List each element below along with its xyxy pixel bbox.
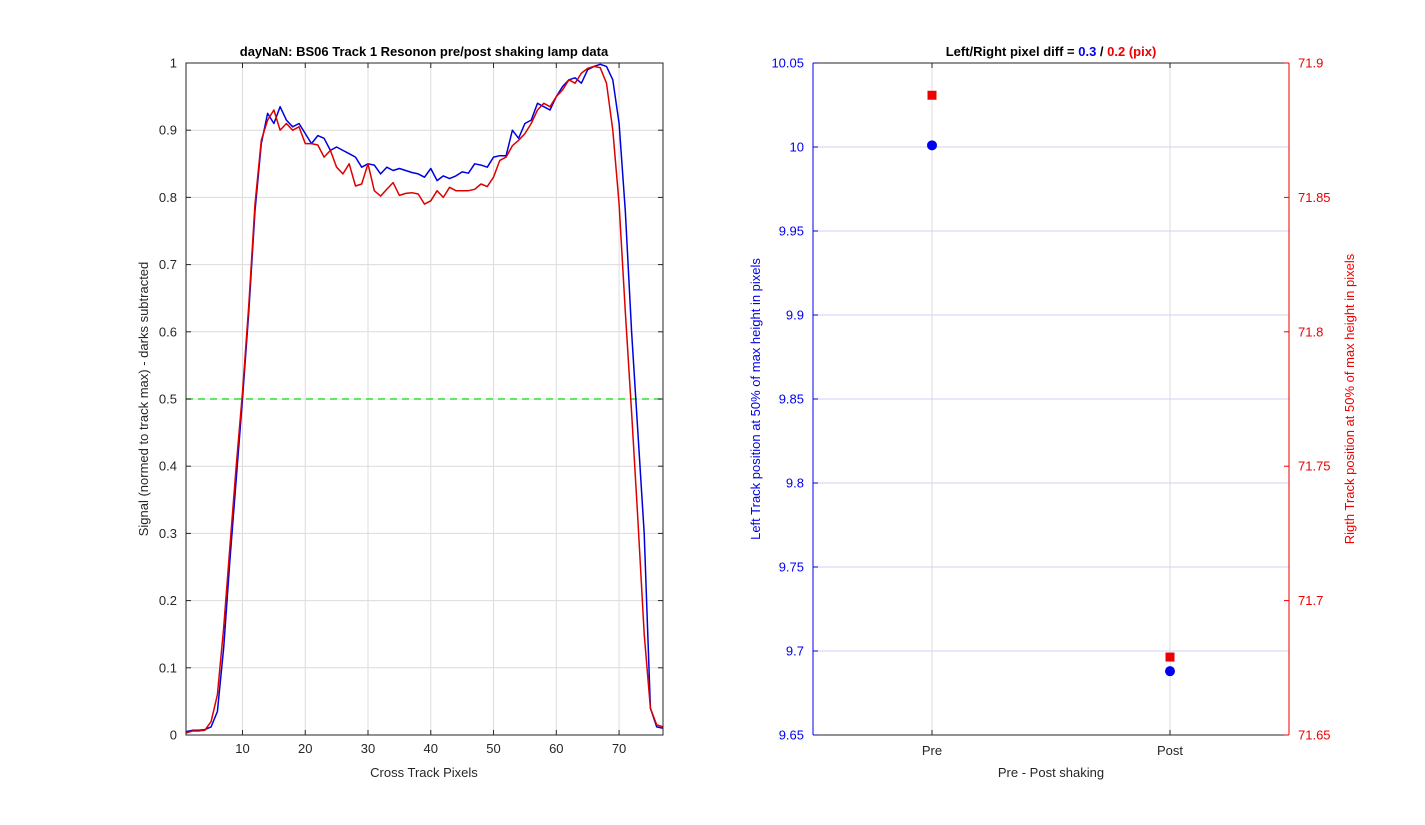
position-left-tick-label: 9.65 bbox=[779, 728, 804, 743]
position-title-separator: / bbox=[1096, 44, 1107, 59]
profile-y-tick-label: 0 bbox=[170, 728, 177, 743]
post-shaking-profile-line bbox=[185, 65, 664, 734]
position-left-y-axis-label: Left Track position at 50% of max height… bbox=[748, 258, 763, 540]
profile-y-tick-label: 0.4 bbox=[159, 459, 177, 474]
position-category-label: Post bbox=[1157, 743, 1183, 758]
position-ticks: Pre Post 9.65 9.7 9.75 9.8 9.85 9.9 9.95 10 10.05 7… bbox=[771, 56, 1330, 759]
position-right-tick-label: 71.7 bbox=[1298, 593, 1323, 608]
position-right-tick-label: 71.9 bbox=[1298, 56, 1323, 71]
profile-x-tick-label: 60 bbox=[549, 741, 563, 756]
profile-series bbox=[185, 63, 664, 734]
profile-x-tick-label: 20 bbox=[298, 741, 312, 756]
right-position-point bbox=[1165, 652, 1175, 662]
position-right-y-axis-label: Rigth Track position at 50% of max heigh… bbox=[1342, 253, 1357, 544]
profile-y-tick-label: 0.9 bbox=[159, 123, 177, 138]
profile-y-tick-label: 0.5 bbox=[159, 392, 177, 407]
profile-title: dayNaN: BS06 Track 1 Resonon pre/post sh… bbox=[240, 44, 609, 59]
position-title-prefix: Left/Right pixel diff = bbox=[946, 44, 1079, 59]
profile-y-tick-label: 1 bbox=[170, 56, 177, 71]
left-position-point bbox=[1165, 666, 1175, 677]
position-left-tick-label: 10.05 bbox=[771, 56, 804, 71]
position-right-tick-label: 71.65 bbox=[1298, 728, 1331, 743]
position-left-tick-label: 9.8 bbox=[786, 476, 804, 491]
profile-x-tick-label: 70 bbox=[612, 741, 626, 756]
left-position-point bbox=[927, 140, 937, 151]
position-points bbox=[927, 90, 1175, 677]
position-left-tick-label: 9.95 bbox=[779, 224, 804, 239]
profile-y-axis-label: Signal (normed to track max) - darks sub… bbox=[136, 262, 151, 537]
position-title: Left/Right pixel diff = 0.3 / 0.2 (pix) bbox=[946, 44, 1157, 59]
position-title-left-value: 0.3 bbox=[1078, 44, 1096, 59]
position-left-tick-label: 9.7 bbox=[786, 644, 804, 659]
profile-x-axis-label: Cross Track Pixels bbox=[370, 765, 478, 780]
position-chart: Pre Post 9.65 9.7 9.75 9.8 9.85 9.9 9.95 10 10.05 7… bbox=[748, 44, 1357, 780]
profile-y-tick-label: 0.6 bbox=[159, 324, 177, 339]
profile-x-tick-label: 30 bbox=[361, 741, 375, 756]
profile-x-tick-label: 10 bbox=[235, 741, 249, 756]
position-left-tick-label: 10 bbox=[790, 140, 804, 155]
pre-shaking-profile-line bbox=[185, 63, 664, 733]
position-left-tick-label: 9.75 bbox=[779, 560, 804, 575]
profile-y-tick-label: 0.8 bbox=[159, 190, 177, 205]
profile-y-tick-label: 0.3 bbox=[159, 526, 177, 541]
position-x-axis-label: Pre - Post shaking bbox=[998, 765, 1104, 780]
profile-chart: 10 20 30 40 50 60 70 0 0.1 0.2 0.3 0.4 0.5 0.6 0.7 0.8 0… bbox=[136, 44, 664, 780]
position-right-tick-label: 71.8 bbox=[1298, 324, 1323, 339]
position-right-tick-label: 71.75 bbox=[1298, 459, 1331, 474]
position-left-tick-label: 9.85 bbox=[779, 392, 804, 407]
position-title-right-value: 0.2 (pix) bbox=[1107, 44, 1156, 59]
profile-ticks: 10 20 30 40 50 60 70 0 0.1 0.2 0.3 0.4 0.5 0.6 0.7 0.8 0… bbox=[159, 56, 663, 756]
profile-y-tick-label: 0.2 bbox=[159, 593, 177, 608]
profile-y-tick-label: 0.7 bbox=[159, 257, 177, 272]
position-category-label: Pre bbox=[922, 743, 942, 758]
profile-x-tick-label: 50 bbox=[486, 741, 500, 756]
right-position-point bbox=[927, 90, 937, 100]
profile-x-tick-label: 40 bbox=[424, 741, 438, 756]
position-right-tick-label: 71.85 bbox=[1298, 190, 1331, 205]
position-left-tick-label: 9.9 bbox=[786, 308, 804, 323]
profile-y-tick-label: 0.1 bbox=[159, 660, 177, 675]
